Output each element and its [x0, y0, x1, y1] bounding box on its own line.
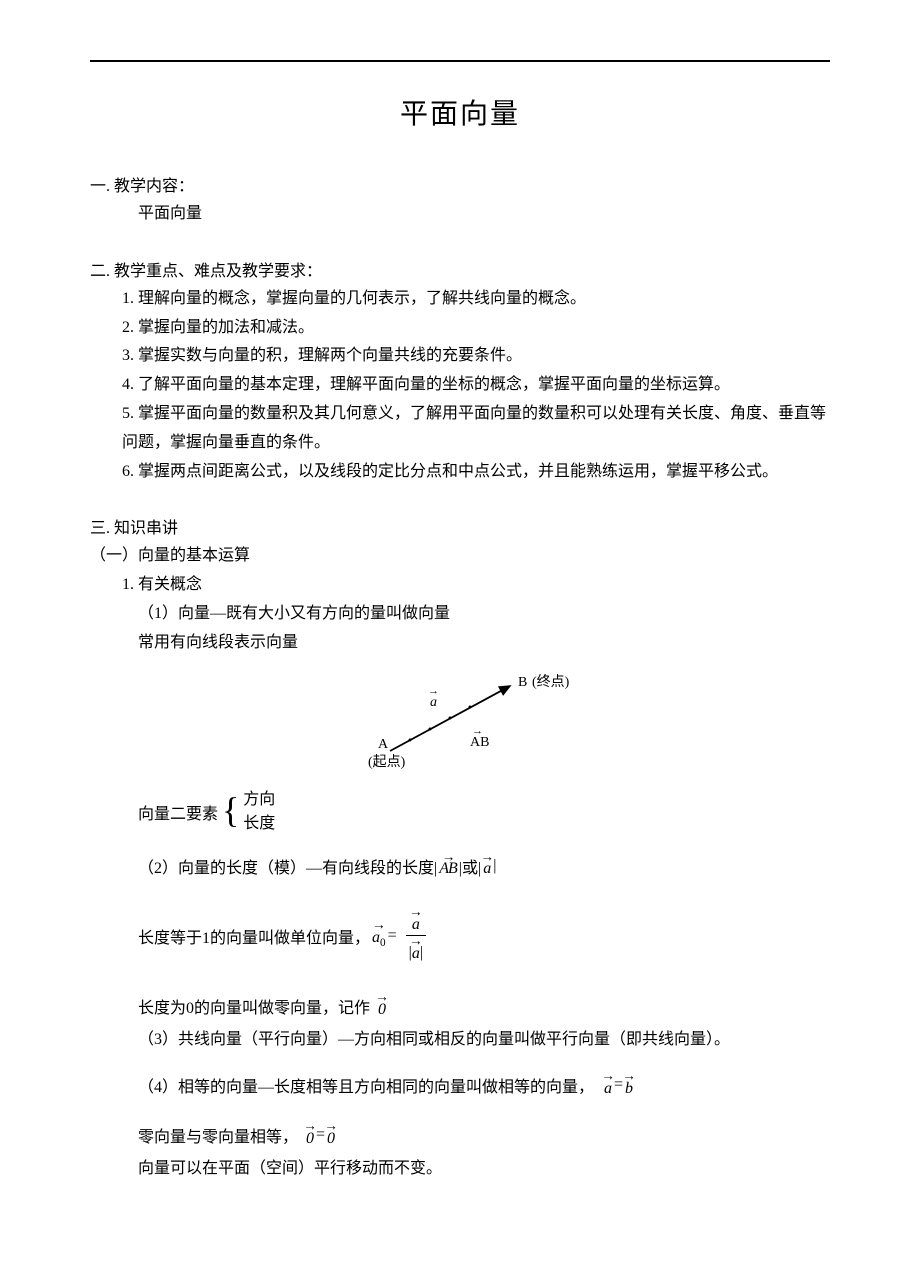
brace-opt2: 长度: [243, 812, 275, 836]
s3-p4-prefix: （4）相等的向量—长度相等且方向相同的向量叫做相等的向量，: [138, 1073, 594, 1097]
page-title: 平面向量: [90, 92, 830, 132]
diagram-dot: [449, 716, 452, 719]
s3-p4-line: （4）相等的向量—长度相等且方向相同的向量叫做相等的向量， a = b: [90, 1073, 830, 1097]
zero-vector-line: 长度为0的向量叫做零向量，记作 0: [90, 994, 830, 1018]
s3-p1-1: （1）向量—既有大小又有方向的量叫做向量: [90, 600, 830, 629]
vector-elements-brace: 向量二要素 { 方向 长度: [90, 788, 830, 836]
s3-p2-prefix: （2）向量的长度（模）—有向线段的长度|: [138, 854, 437, 878]
vec-a-eq: a: [604, 1073, 612, 1096]
s2-item-2: 2. 掌握向量的加法和减法。: [90, 314, 830, 343]
vec-zero-l: 0: [306, 1123, 314, 1146]
vec-zero-r: 0: [327, 1123, 335, 1146]
diagram-vec-AB-arrow: →: [472, 725, 483, 737]
s3-p2-mid: |或|: [459, 854, 481, 878]
unit-prefix: 长度等于1的向量叫做单位向量，: [138, 924, 370, 948]
diagram-A-label: A: [378, 737, 389, 752]
vec-a: a: [483, 854, 491, 877]
diagram-A-sub: (起点): [368, 754, 406, 770]
s2-item-1: 1. 理解向量的概念，掌握向量的几何表示，了解共线向量的概念。: [90, 285, 830, 314]
brace-opt1: 方向: [243, 788, 275, 812]
unit-eq: =: [388, 927, 397, 945]
diagram-vec-AB: AB: [470, 735, 489, 750]
s3-p3: （3）共线向量（平行向量）—方向相同或相反的向量叫做平行向量（即共线向量）。: [90, 1026, 830, 1055]
s2-item-6: 6. 掌握两点间距离公式，以及线段的定比分点和中点公式，并且能熟练运用，掌握平移…: [90, 458, 830, 487]
unit-frac-den: |a|: [403, 936, 429, 962]
vec-AB: AB: [439, 854, 457, 877]
vec-b-eq: b: [625, 1073, 633, 1096]
s2-item-4: 4. 了解平面向量的基本定理，理解平面向量的坐标的概念，掌握平面向量的坐标运算。: [90, 371, 830, 400]
diagram-vec-a-arrow: →: [428, 685, 439, 697]
vec-zero: 0: [378, 995, 386, 1018]
section-1-line: 平面向量: [90, 200, 830, 229]
section-3: 三. 知识串讲 （一）向量的基本运算 1. 有关概念 （1）向量—既有大小又有方…: [90, 514, 830, 1183]
vec-a0-sym: a: [372, 929, 380, 946]
diagram-dot: [409, 738, 412, 741]
diagram-B-sub: (终点): [532, 674, 570, 690]
section-2-head: 二. 教学重点、难点及教学要求：: [90, 257, 830, 281]
diagram-dot: [429, 727, 432, 730]
brace-prefix: 向量二要素: [138, 800, 218, 824]
zero-prefix: 长度为0的向量叫做零向量，记作: [138, 994, 370, 1018]
vec-a0-sub: 0: [380, 937, 386, 949]
s3-p1-head: 1. 有关概念: [90, 571, 830, 600]
top-horizontal-rule: [90, 60, 830, 62]
section-3-head: 三. 知识串讲: [90, 514, 830, 538]
vec-a0: a0: [372, 923, 386, 950]
s2-item-5: 5. 掌握平面向量的数量积及其几何意义，了解用平面向量的数量积可以处理有关长度、…: [90, 400, 830, 458]
brace-content: 方向 长度: [243, 788, 275, 836]
left-brace-icon: {: [222, 792, 239, 828]
section-1: 一. 教学内容： 平面向量: [90, 172, 830, 229]
s3-p2-line: （2）向量的长度（模）—有向线段的长度| AB |或| a |: [90, 854, 830, 878]
frac-num-vec-a: a: [412, 910, 420, 933]
frac-den-vec-a: a: [412, 938, 420, 961]
s3-p1-2: 常用有向线段表示向量: [90, 629, 830, 658]
section-1-head: 一. 教学内容：: [90, 172, 830, 196]
vector-diagram: A (起点) B (终点) a → AB →: [350, 666, 570, 776]
s2-item-3: 3. 掌握实数与向量的积，理解两个向量共线的充要条件。: [90, 342, 830, 371]
s2-item-5-text: 5. 掌握平面向量的数量积及其几何意义，了解用平面向量的数量积可以处理有关长度、…: [122, 405, 826, 451]
section-3-sub1: （一）向量的基本运算: [90, 542, 830, 571]
zero-eq-line: 零向量与零向量相等， 0 = 0: [90, 1123, 830, 1147]
vector-diagram-container: A (起点) B (终点) a → AB →: [90, 666, 830, 776]
unit-fraction: a |a|: [403, 910, 429, 963]
section-2: 二. 教学重点、难点及教学要求： 1. 理解向量的概念，掌握向量的几何表示，了解…: [90, 257, 830, 487]
s3-p5: 向量可以在平面（空间）平行移动而不变。: [90, 1155, 830, 1184]
diagram-B-label: B: [518, 675, 527, 690]
diagram-dot: [469, 705, 472, 708]
unit-vector-line: 长度等于1的向量叫做单位向量， a0 = a |a|: [90, 910, 830, 963]
diagram-vec-a: a: [430, 695, 437, 710]
zeq-prefix: 零向量与零向量相等，: [138, 1123, 298, 1147]
